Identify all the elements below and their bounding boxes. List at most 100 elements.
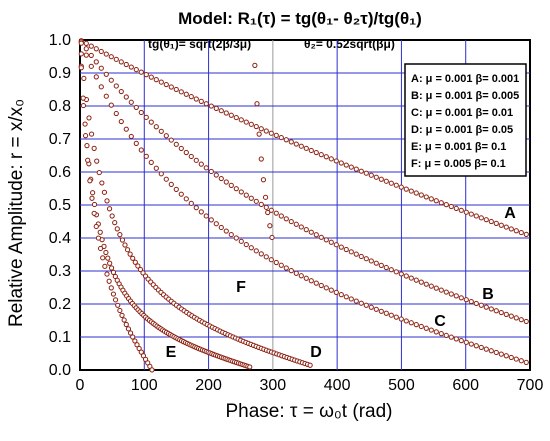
- data-point: [503, 224, 509, 230]
- data-point: [123, 126, 129, 132]
- data-point: [403, 273, 409, 279]
- data-point: [373, 306, 379, 312]
- data-point: [488, 306, 494, 312]
- data-point: [453, 336, 459, 342]
- data-point: [252, 62, 258, 68]
- data-point: [283, 216, 289, 222]
- data-point: [308, 147, 314, 154]
- data-point: [263, 128, 269, 134]
- data-point: [82, 133, 89, 139]
- data-point: [198, 161, 204, 167]
- data-point: [178, 145, 184, 152]
- data-point: [518, 317, 524, 323]
- data-point: [108, 77, 114, 83]
- data-point: [328, 239, 334, 245]
- data-point: [413, 277, 419, 283]
- data-point: [94, 158, 100, 164]
- y-tick-label: 0.5: [49, 197, 71, 214]
- data-point: [88, 43, 94, 49]
- data-point: [438, 287, 444, 293]
- data-point: [218, 224, 224, 231]
- data-point: [288, 268, 294, 274]
- legend-entry: A: μ = 0.001 β= 0.001: [411, 73, 519, 85]
- data-point: [508, 313, 514, 319]
- x-tick-label: 200: [195, 377, 222, 394]
- data-point: [318, 234, 324, 240]
- data-point: [378, 262, 384, 268]
- x-tick-label: 400: [324, 377, 351, 394]
- data-point: [87, 178, 93, 184]
- data-point: [228, 182, 234, 188]
- data-point: [208, 103, 214, 109]
- data-point: [508, 226, 514, 232]
- data-point: [243, 119, 249, 125]
- data-point: [473, 343, 479, 349]
- data-point: [118, 118, 124, 125]
- data-point: [133, 66, 139, 73]
- data-point: [128, 133, 134, 140]
- data-point: [383, 264, 389, 271]
- data-point: [398, 316, 404, 322]
- data-point: [253, 123, 259, 130]
- data-point: [373, 260, 379, 266]
- data-point: [105, 255, 111, 261]
- data-point: [81, 75, 87, 82]
- data-point: [98, 48, 104, 55]
- data-point: [93, 59, 99, 65]
- data-point: [423, 281, 429, 287]
- data-point: [228, 231, 234, 238]
- data-point: [453, 205, 459, 212]
- data-point: [193, 96, 199, 102]
- data-point: [135, 263, 141, 269]
- data-point: [523, 359, 529, 365]
- data-point: [193, 205, 199, 211]
- curve-label-e: E: [166, 344, 177, 361]
- data-point: [348, 164, 354, 170]
- data-point: [243, 241, 249, 248]
- data-point: [108, 265, 115, 271]
- data-point: [247, 364, 253, 370]
- data-point: [433, 198, 439, 204]
- data-point: [468, 298, 474, 305]
- data-point: [328, 156, 334, 162]
- legend-entry: E: μ = 0.001 β= 0.1: [411, 141, 506, 153]
- data-point: [443, 332, 449, 339]
- data-point: [138, 69, 144, 75]
- data-point: [273, 259, 279, 266]
- data-point: [134, 342, 140, 348]
- curve-label-a: A: [504, 205, 516, 222]
- data-point: [438, 200, 444, 206]
- data-point: [132, 338, 138, 344]
- data-point: [269, 234, 275, 241]
- data-point: [513, 315, 519, 321]
- data-point: [268, 130, 274, 136]
- data-point: [283, 137, 289, 143]
- data-point: [483, 304, 489, 310]
- y-tick-label: 0.2: [49, 296, 71, 313]
- data-point: [143, 153, 149, 159]
- data-point: [119, 237, 126, 243]
- data-point: [333, 289, 339, 295]
- data-point: [398, 271, 404, 277]
- data-point: [163, 176, 169, 182]
- data-point: [109, 213, 115, 219]
- data-point: [108, 102, 114, 108]
- data-point: [90, 190, 96, 196]
- data-point: [268, 257, 274, 263]
- data-point: [368, 304, 374, 310]
- data-point: [518, 358, 524, 364]
- data-point: [82, 121, 88, 127]
- data-point: [130, 255, 136, 261]
- data-point: [358, 253, 364, 260]
- data-point: [89, 195, 95, 201]
- data-point: [88, 131, 95, 137]
- data-point: [158, 128, 164, 134]
- curve-label-c: C: [434, 313, 446, 330]
- data-point: [463, 297, 469, 303]
- curve-label-f: F: [236, 279, 246, 296]
- data-point: [119, 312, 125, 318]
- data-point: [278, 213, 284, 219]
- data-point: [98, 65, 104, 71]
- data-point: [218, 108, 224, 114]
- data-point: [115, 302, 121, 308]
